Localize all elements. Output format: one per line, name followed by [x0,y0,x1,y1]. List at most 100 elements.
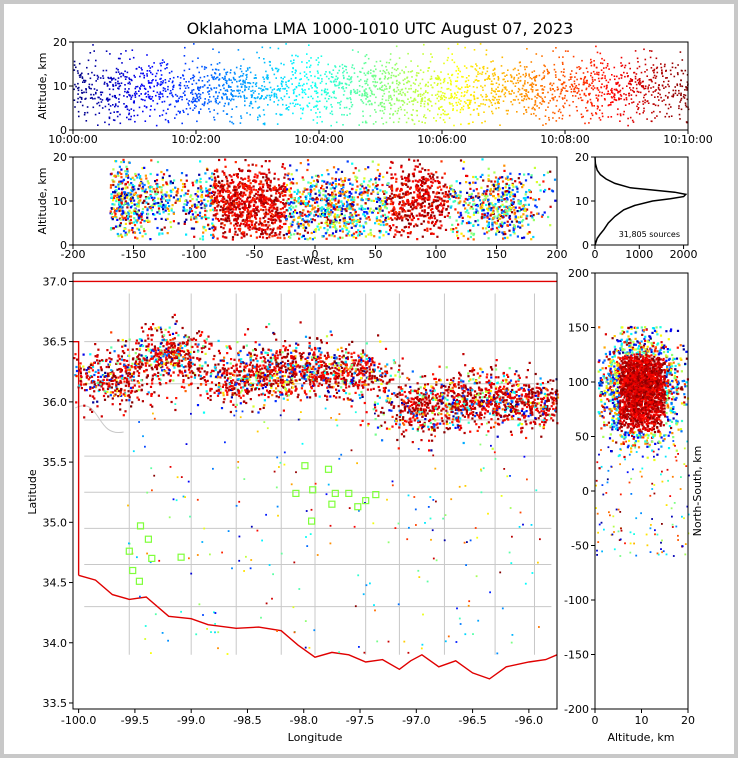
ew-altitude-point [191,213,194,216]
time-altitude-point [129,83,131,85]
time-altitude-point [620,56,623,59]
ew-altitude-point [437,199,440,202]
time-altitude-point [334,83,336,86]
ew-altitude-point [185,233,188,236]
time-altitude-point [268,60,271,63]
time-altitude-point [474,101,476,104]
time-altitude-point [561,82,564,85]
time-altitude-point [391,98,393,100]
time-altitude-point [678,92,680,95]
ew-altitude-point [378,210,381,213]
time-altitude-point [652,86,655,88]
ew-altitude-point [496,216,499,219]
ew-altitude-point [205,180,208,183]
ew-altitude-point [337,199,340,202]
ew-altitude-point [258,188,261,191]
ew-altitude-point [530,174,533,177]
ew-altitude-point [441,204,444,207]
time-altitude-point [140,85,142,87]
ew-altitude-point [512,202,515,205]
ew-altitude-point [543,190,546,193]
ew-altitude-point [366,189,369,192]
time-altitude-point [368,103,371,106]
time-altitude-point [128,88,130,90]
ew-altitude-point [290,205,293,208]
time-altitude-point [676,94,679,96]
time-altitude-point [486,70,489,73]
time-altitude-point [160,69,162,72]
ew-altitude-point [434,195,437,198]
time-altitude-point [389,58,392,61]
time-altitude-point [252,89,254,92]
time-altitude-point [659,111,661,113]
ew-altitude-point [462,167,465,170]
time-altitude-point [589,92,591,95]
ew-altitude-point [351,196,354,199]
ew-altitude-point [343,224,346,227]
time-altitude-point [536,105,538,107]
time-altitude-point [164,67,166,70]
ew-altitude-point [269,218,272,221]
time-altitude-point [259,115,261,118]
time-altitude-point [393,89,395,91]
time-altitude-point [246,112,248,114]
ew-altitude-point [445,186,448,189]
ew-altitude-point [255,206,258,209]
time-altitude-point [467,105,469,107]
ew-altitude-point [492,183,495,186]
time-altitude-point [443,96,446,98]
ew-altitude-point [494,203,497,206]
time-altitude-point [193,75,196,78]
ew-altitude-point [420,222,423,225]
time-altitude-point [581,116,583,119]
time-altitude-point [654,117,656,119]
time-altitude-point [402,79,405,82]
time-altitude-point [255,82,258,84]
time-altitude-point [542,77,544,79]
time-altitude-point [440,86,443,89]
ew-altitude-point [250,213,253,216]
ew-altitude-point [213,182,216,185]
time-altitude-point [247,69,249,71]
ew-altitude-point [395,218,398,221]
ew-altitude-point [117,207,120,210]
time-altitude-point [613,88,616,91]
time-altitude-point [197,86,200,89]
time-altitude-point [549,87,552,90]
time-altitude-point [488,75,490,77]
ew-altitude-point [322,211,325,215]
ew-altitude-point [391,203,394,206]
time-altitude-point [215,91,217,93]
ew-altitude-point [154,190,157,193]
ew-altitude-points [109,158,557,241]
ew-altitude-point [158,186,161,189]
ew-altitude-point [510,199,513,202]
ew-altitude-point [342,217,345,220]
time-altitude-point [267,76,269,79]
ew-altitude-point [334,183,338,186]
ew-altitude-point [452,200,455,203]
time-altitude-point [531,78,533,80]
time-altitude-point [255,77,257,79]
time-altitude-point [134,76,136,78]
ew-altitude-point [290,173,293,176]
ew-altitude-point [434,222,437,226]
ew-altitude-point [197,187,200,190]
time-altitude-point [483,111,485,113]
time-altitude-point [143,85,145,87]
time-altitude-point [610,101,612,104]
ew-altitude-point [510,203,514,206]
time-altitude-point [615,82,617,84]
ew-altitude-point [183,183,186,186]
ew-altitude-point [313,219,317,222]
ew-altitude-point [201,202,204,205]
ew-altitude-point [343,217,346,220]
ew-altitude-point [326,222,329,225]
ew-altitude-point [221,191,224,194]
time-altitude-point [541,88,544,90]
time-altitude-point [352,88,355,91]
ew-altitude-point [140,215,143,218]
ew-altitude-point [205,187,208,190]
ew-altitude-point [206,168,209,171]
time-altitude-point [223,105,226,107]
